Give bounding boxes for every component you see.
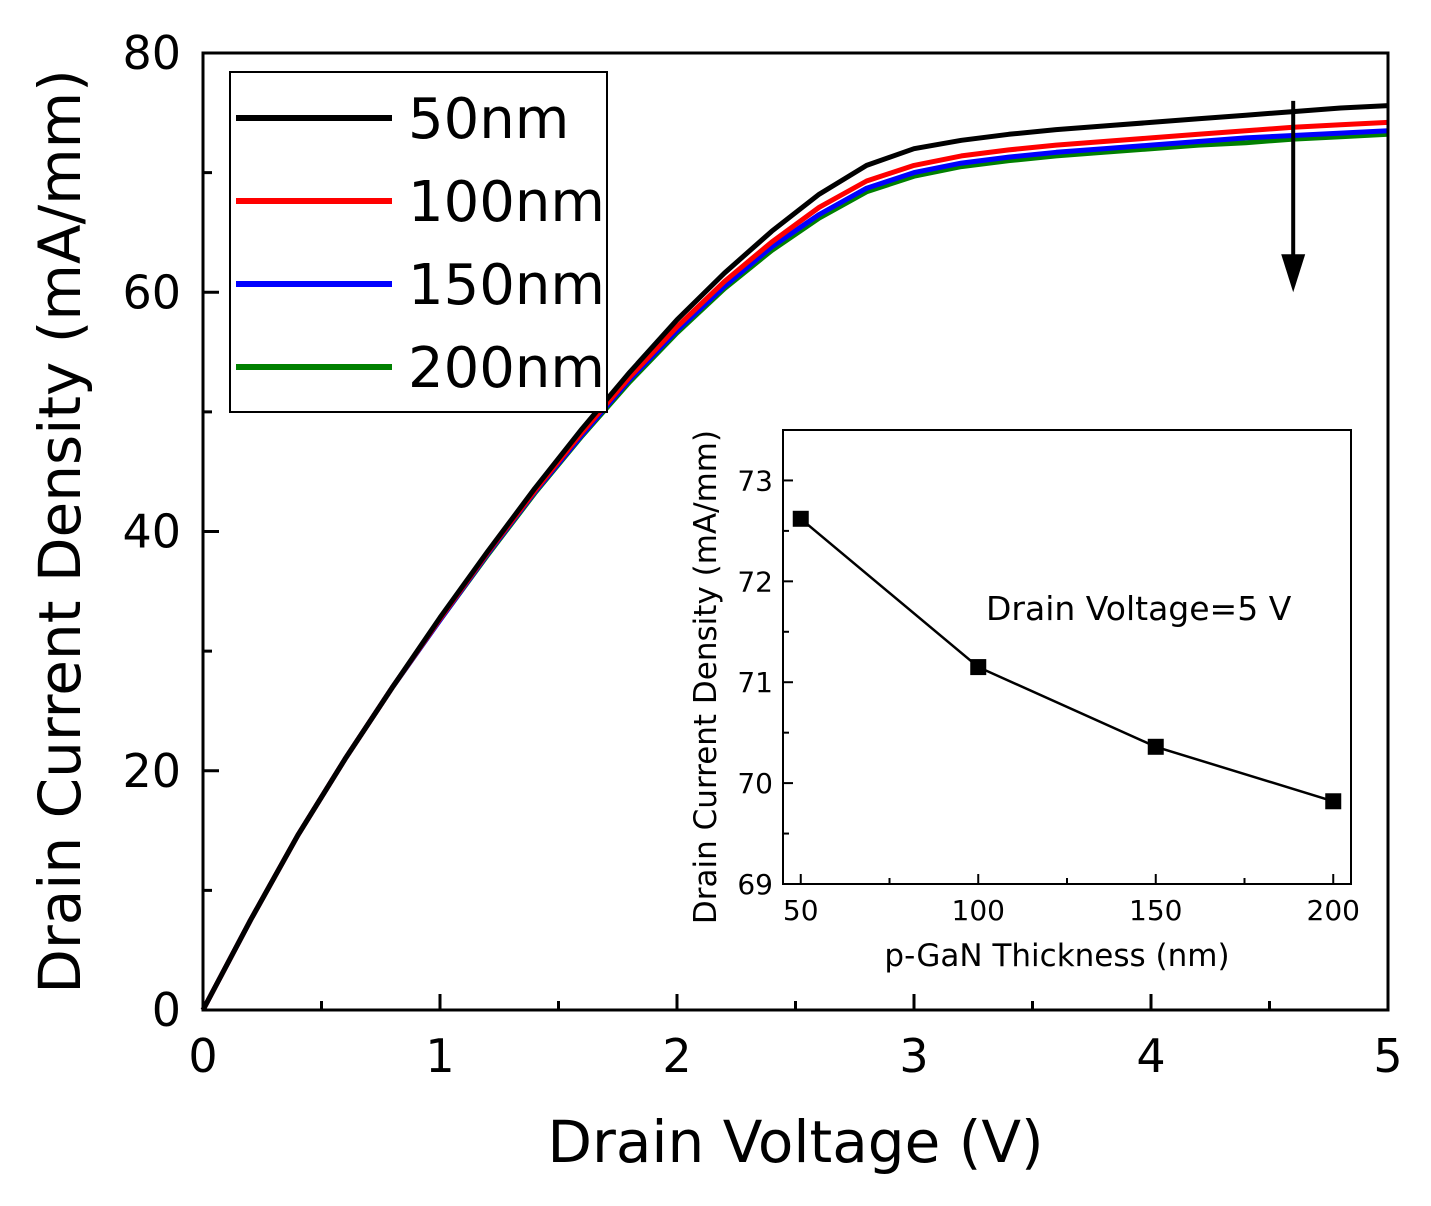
inset-annotation: Drain Voltage=5 V (986, 589, 1292, 628)
main-series-lines (200, 103, 1389, 1012)
inset-y-tick-label: 69 (737, 868, 773, 901)
legend-box (229, 71, 608, 413)
main-y-tick-label: 40 (122, 505, 181, 559)
inset-y-tick-label: 73 (737, 464, 773, 497)
legend-label: 100nm (408, 170, 605, 235)
inset-data-point (970, 659, 987, 676)
inset-y-axis-title: Drain Current Density (mA/mm) (688, 430, 724, 924)
inset-data-point (1147, 738, 1164, 755)
inset-x-axis-title: p-GaN Thickness (nm) (884, 938, 1229, 974)
inset-background (783, 430, 1351, 884)
inset-series (792, 510, 1342, 810)
main-x-tick-label: 1 (425, 1029, 454, 1083)
inset-series-line (799, 517, 1334, 803)
inset-x-ticks: 50 100 150 200 (783, 874, 1360, 927)
main-plot: 0 1 2 3 4 5 0 20 40 60 80 Drain Voltage (V) Drain… (26, 26, 1403, 1176)
inset-plot: 50 100 150 200 69 70 71 72 73 p-GaN Thickness (… (688, 429, 1360, 974)
main-y-tick-label: 80 (122, 26, 181, 80)
inset-y-tick-label: 70 (737, 767, 773, 800)
main-x-tick-label: 5 (1373, 1029, 1402, 1083)
legend: 50nm 100nm 150nm 200nm (229, 71, 608, 413)
main-x-tick-label: 4 (1136, 1029, 1165, 1083)
inset-x-tick-label: 150 (1129, 894, 1182, 927)
inset-data-point (792, 510, 809, 527)
inset-y-tick-label: 71 (737, 666, 773, 699)
inset-x-tick-label: 100 (952, 894, 1005, 927)
legend-label: 50nm (408, 87, 569, 152)
legend-items: 50nm 100nm 150nm 200nm (236, 87, 605, 401)
legend-label: 200nm (408, 336, 605, 401)
legend-label: 150nm (408, 253, 605, 318)
main-y-tick-label: 20 (122, 744, 181, 798)
main-x-tick-label: 2 (662, 1029, 691, 1083)
main-y-ticks: 0 20 40 60 80 (122, 26, 219, 1037)
series-line-50nm (200, 103, 1389, 1012)
trend-arrow-down (1281, 100, 1306, 293)
main-y-tick-label: 60 (122, 265, 181, 319)
main-x-axis-title: Drain Voltage (V) (547, 1108, 1043, 1176)
arrow-head (1281, 254, 1306, 293)
inset-x-tick-label: 200 (1307, 894, 1360, 927)
inset-data-point (1325, 793, 1342, 810)
main-x-tick-label: 0 (188, 1029, 217, 1083)
inset-x-tick-label: 50 (783, 894, 819, 927)
inset-y-ticks: 69 70 71 72 73 (737, 464, 793, 901)
main-y-tick-label: 0 (152, 983, 181, 1037)
main-y-axis-title: Drain Current Density (mA/mm) (26, 69, 94, 994)
main-x-ticks: 0 1 2 3 4 5 (188, 994, 1403, 1083)
inset-y-tick-label: 72 (737, 565, 773, 598)
main-x-tick-label: 3 (899, 1029, 928, 1083)
